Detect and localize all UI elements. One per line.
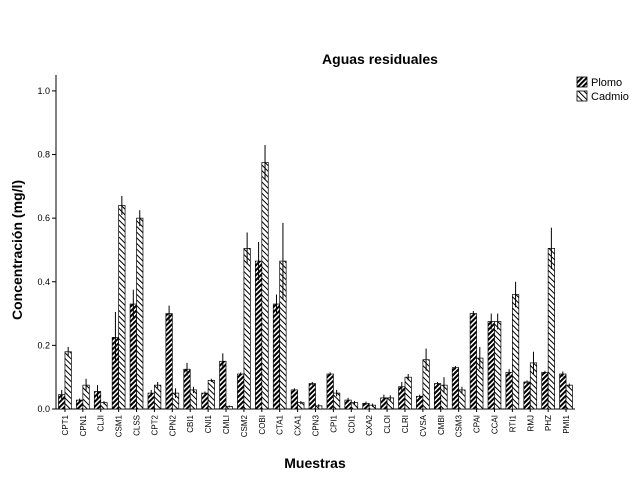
- bar-series-group: [58, 144, 573, 410]
- bar-plomo: [487, 321, 495, 410]
- bar-plomo: [255, 260, 263, 410]
- y-axis-label: Concentración (mg/l): [9, 180, 25, 320]
- bar-plomo: [505, 372, 513, 410]
- x-tick-label: CTA1: [276, 414, 285, 434]
- chart-title: Aguas residuales: [322, 51, 438, 67]
- x-tick-label: CSM1: [115, 414, 124, 437]
- bar-cadmio: [494, 321, 502, 410]
- bar-cadmio: [512, 294, 520, 410]
- bar-plomo: [201, 392, 209, 410]
- x-tick-label: CNI1: [204, 414, 213, 433]
- x-tick-label: CXA1: [294, 414, 303, 435]
- bar-plomo: [541, 372, 549, 410]
- x-tick-label: CPN1: [79, 414, 88, 436]
- x-tick-label: CPN3: [312, 414, 321, 436]
- x-tick-label: CCAI: [490, 415, 499, 434]
- bar-plomo: [523, 381, 531, 410]
- y-tick-label: 0.6: [37, 213, 50, 223]
- bar-plomo: [165, 313, 173, 410]
- x-tick-label: CMBI: [437, 415, 446, 435]
- x-tick-label: CDI1: [347, 414, 356, 433]
- bar-cadmio: [243, 248, 251, 410]
- bar-plomo: [129, 303, 137, 410]
- bar-plomo: [237, 373, 245, 410]
- bar-cadmio: [64, 351, 72, 410]
- legend-swatch-cadmio: [576, 90, 588, 102]
- y-tick-label: 0.0: [37, 404, 50, 414]
- x-tick-label: PMI1: [562, 414, 571, 433]
- x-tick-label: CPAI: [473, 415, 482, 433]
- y-tick-label: 1.0: [37, 86, 50, 96]
- bar-cadmio: [118, 205, 126, 410]
- y-tick-label: 0.8: [37, 150, 50, 160]
- x-tick-label: CLRI: [401, 415, 410, 433]
- x-tick-label: RTI1: [508, 414, 517, 432]
- bar-plomo: [326, 373, 334, 410]
- y-tick-label: 0.4: [37, 277, 50, 287]
- bar-cadmio: [565, 384, 573, 410]
- x-tick-label: PHZ: [544, 415, 553, 431]
- bar-plomo: [451, 367, 460, 410]
- bar-cadmio: [547, 248, 555, 410]
- bar-cadmio: [154, 384, 162, 410]
- legend-label-plomo: Plomo: [591, 77, 622, 89]
- x-axis: CPT1 CPN1 CLJI CSM1 CLSS CPT2 CPN2 CBI1 CNI1 CMLI…: [56, 408, 575, 437]
- legend-label-cadmio: Cadmio: [591, 91, 629, 103]
- x-tick-label: CPI1: [329, 414, 338, 432]
- x-tick-label: CLOI: [383, 415, 392, 434]
- bar-plomo: [559, 373, 567, 410]
- x-axis-label: Muestras: [284, 455, 346, 471]
- x-tick-label: CPT1: [61, 414, 70, 435]
- y-axis: 0.0 0.2 0.4 0.6 0.8 1.0: [37, 75, 57, 414]
- x-tick-label: CVSA: [419, 414, 428, 436]
- legend-swatch-plomo: [576, 76, 588, 88]
- bar-plomo: [416, 395, 424, 410]
- y-tick-label: 0.2: [37, 340, 50, 350]
- x-tick-label: CBI1: [186, 414, 195, 432]
- x-tick-label: CPN2: [168, 414, 177, 436]
- bar-cadmio: [404, 376, 412, 410]
- bar-plomo: [433, 383, 442, 410]
- bar-plomo: [308, 383, 316, 410]
- x-tick-label: CMLI: [222, 415, 231, 434]
- x-tick-label: CSM2: [240, 414, 249, 437]
- bar-cadmio: [136, 217, 144, 410]
- x-tick-label: CLSS: [133, 415, 142, 436]
- x-tick-label: CXA2: [365, 414, 374, 435]
- bar-plomo: [290, 389, 298, 410]
- bar-plomo: [469, 313, 477, 410]
- bar-cadmio: [261, 162, 269, 410]
- x-tick-label: CSM3: [455, 414, 464, 437]
- bar-cadmio: [207, 380, 215, 410]
- legend: Plomo Cadmio: [576, 76, 629, 103]
- x-tick-label: CPT2: [150, 414, 159, 435]
- bar-plomo: [272, 303, 281, 410]
- x-tick-label: CLJI: [97, 415, 106, 431]
- x-tick-label: COBI: [258, 415, 267, 435]
- x-tick-label: RMJ: [526, 415, 535, 431]
